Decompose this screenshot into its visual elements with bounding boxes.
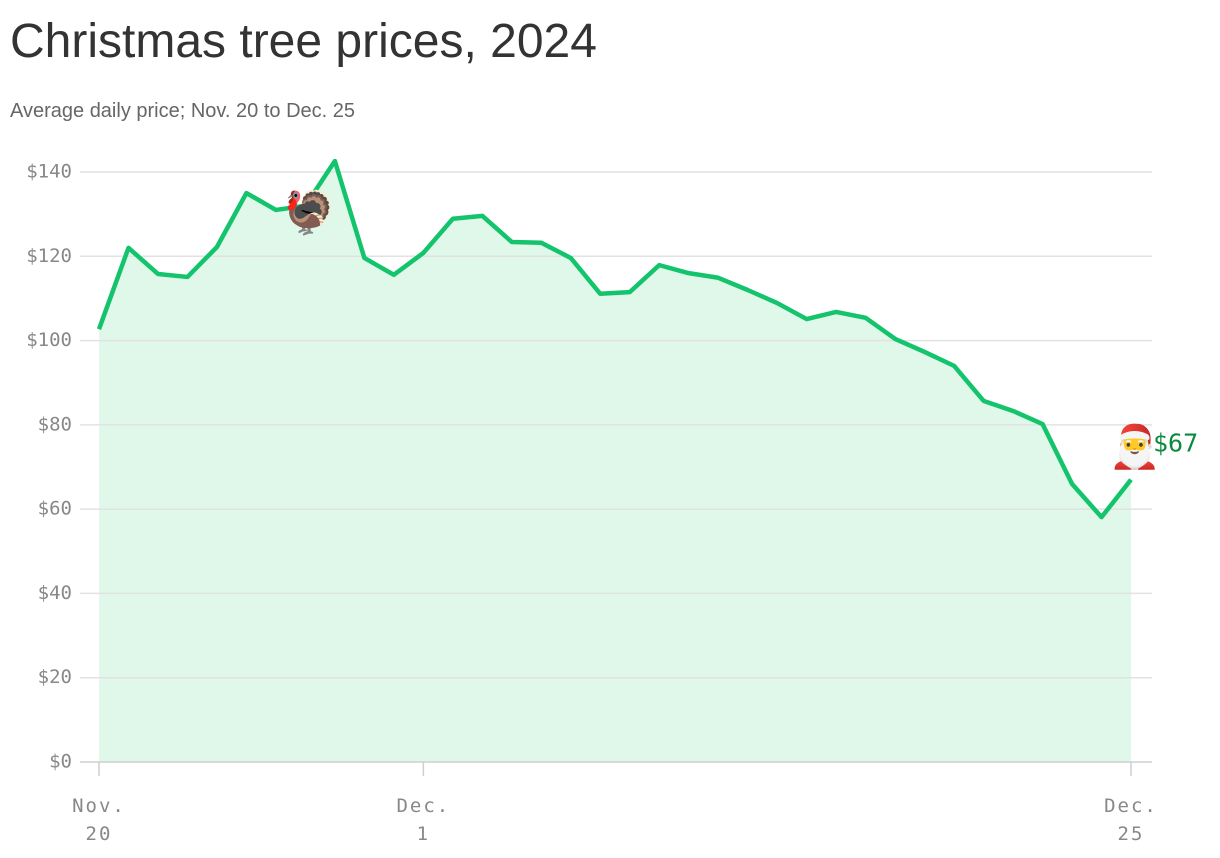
chart-title: Christmas tree prices, 2024	[10, 15, 597, 68]
annotation-emoji: 🦃	[283, 188, 335, 237]
y-tick-label: $120	[26, 245, 72, 267]
annotation-emoji: 🎅	[1109, 422, 1161, 471]
y-tick-label: $80	[38, 413, 72, 435]
value-label: $67	[1153, 429, 1198, 458]
line	[96, 158, 1133, 520]
chart-subtitle: Average daily price; Nov. 20 to Dec. 25	[10, 100, 355, 122]
y-tick-label: $40	[38, 582, 72, 604]
x-tick-label: Nov. 20	[72, 795, 126, 845]
y-tick-label: $20	[38, 666, 72, 688]
y-tick-label: $0	[49, 751, 72, 773]
y-tick-label: $140	[26, 161, 72, 183]
x-tick-label: Dec. 1	[396, 795, 451, 845]
x-tick-label: Dec. 25	[1104, 795, 1158, 845]
area	[99, 161, 1131, 763]
y-tick-label: $60	[38, 498, 72, 520]
y-tick-label: $100	[26, 329, 72, 351]
